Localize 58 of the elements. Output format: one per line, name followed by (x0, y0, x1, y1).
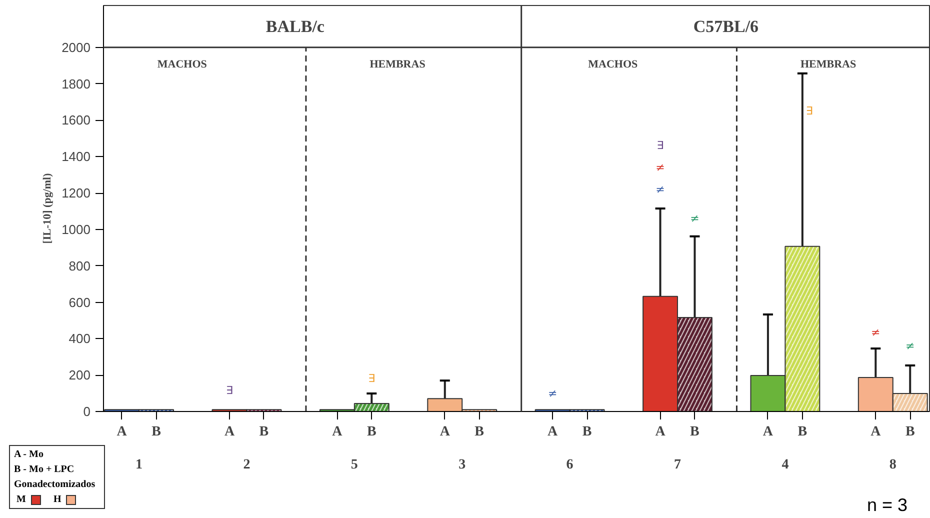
x-tick-label: 1 (136, 458, 143, 472)
annotation: ∃ (368, 372, 376, 386)
y-tick-label: 800 (68, 258, 91, 274)
annotation: MACHOS (157, 58, 207, 71)
text: M (16, 494, 26, 505)
text: A (548, 424, 558, 440)
annotation: ≠ (656, 182, 665, 196)
annotation: HEMBRAS (800, 58, 856, 71)
text: B (474, 424, 484, 440)
y-tick-label: 200 (68, 368, 91, 383)
y-tick-label: 0 (83, 404, 91, 419)
text: B (798, 424, 808, 440)
x-tick-label: 8 (889, 458, 896, 472)
text: B - Mo + LPC (14, 463, 76, 477)
y-tick-label: 400 (68, 331, 91, 346)
text: B (582, 424, 592, 440)
annotation: ∃ (656, 139, 664, 152)
y-axis-title: [IL-10] (pg/ml) (42, 172, 54, 244)
annotation: ≠ (906, 339, 915, 352)
annotation: ∃ (226, 384, 234, 398)
annotation: MACHOS (588, 58, 638, 71)
series-label: B (152, 424, 161, 440)
annotation: ≠ (656, 161, 665, 174)
annotation: ≠ (548, 386, 558, 400)
y-tick-label: 1600 (62, 112, 90, 128)
text: B (690, 424, 700, 440)
text: A - Mo (14, 448, 44, 462)
text: A (440, 424, 450, 440)
text: A (762, 424, 774, 440)
annotation: ∃ (806, 104, 813, 118)
y-tick-label: 1800 (62, 76, 90, 92)
y-tick-label: 600 (68, 294, 91, 310)
series-label: A (116, 424, 128, 440)
x-tick-label: 4 (782, 458, 789, 472)
text: Gonadectomizados (14, 478, 96, 492)
x-tick-label: 6 (566, 458, 574, 472)
y-tick-label: 1200 (62, 186, 90, 201)
text: B (366, 424, 376, 440)
x-tick-label: 7 (674, 458, 681, 472)
x-tick-label: 3 (458, 458, 466, 472)
annotation: ≠ (871, 326, 880, 339)
annotation: BALB/c (266, 16, 325, 36)
text: n = 3 (867, 494, 908, 517)
text: A (870, 424, 881, 440)
y-tick-label: 1400 (62, 149, 90, 164)
text: B (905, 424, 915, 440)
annotation: HEMBRAS (370, 58, 426, 71)
text: A (224, 424, 235, 440)
annotation: C57BL/6 (693, 16, 759, 36)
text: H (53, 494, 62, 505)
annotation: ≠ (690, 212, 700, 226)
text: B (259, 424, 269, 440)
text: A (655, 424, 666, 440)
y-tick-label: 2000 (62, 40, 90, 55)
x-tick-label: 2 (243, 458, 250, 472)
text: A (332, 424, 342, 440)
x-tick-label: 5 (350, 458, 358, 472)
y-tick-label: 1000 (62, 222, 90, 237)
